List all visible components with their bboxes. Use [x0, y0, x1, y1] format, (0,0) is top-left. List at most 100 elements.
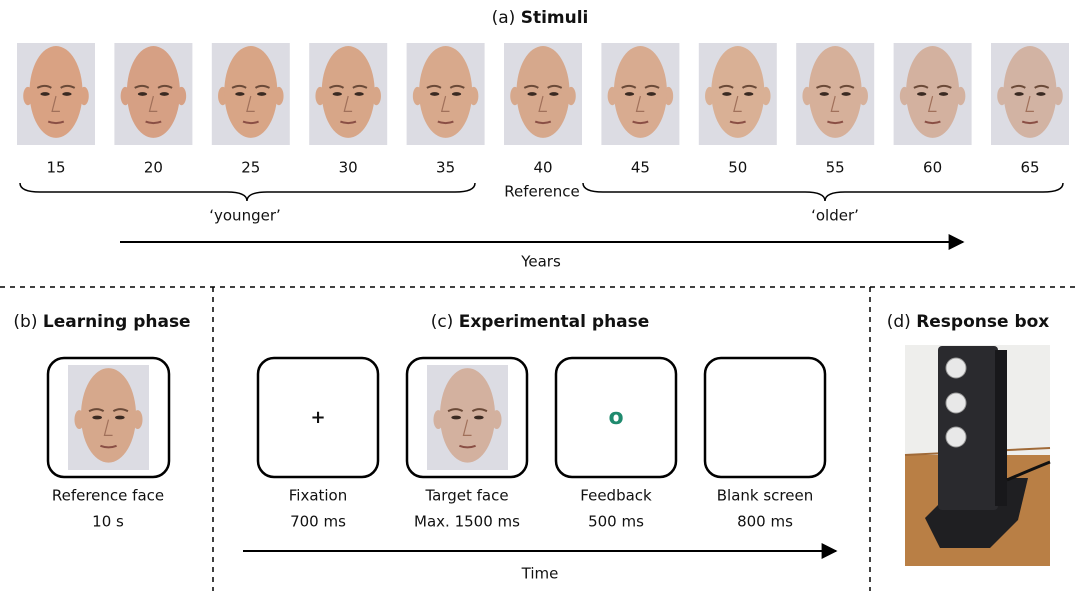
- head: [419, 46, 473, 138]
- nose: [51, 95, 60, 112]
- mouth: [924, 120, 941, 125]
- face-image: [309, 43, 388, 145]
- eye: [40, 92, 50, 96]
- nose: [440, 95, 450, 112]
- face-image: [601, 43, 680, 145]
- head: [29, 46, 83, 138]
- nose: [103, 419, 113, 436]
- brace: [582, 182, 1064, 202]
- mouth: [145, 120, 162, 125]
- brow: [134, 84, 150, 89]
- head: [126, 46, 180, 138]
- brow: [447, 408, 464, 413]
- experimental-title: (c) Experimental phase: [431, 312, 650, 332]
- eye: [646, 92, 656, 96]
- head: [516, 46, 570, 138]
- face-image: [991, 43, 1069, 145]
- older-label: ‘older’: [811, 207, 859, 225]
- age-label: 35: [436, 159, 455, 177]
- brow: [913, 84, 929, 89]
- face-image: [698, 43, 777, 145]
- head: [1003, 46, 1057, 138]
- panel-title: Experimental phase: [459, 312, 650, 332]
- brow: [329, 84, 345, 89]
- brow: [1010, 84, 1026, 89]
- step-duration: 800 ms: [737, 513, 793, 531]
- eye: [137, 92, 148, 96]
- eye: [473, 415, 484, 420]
- mouth: [47, 120, 65, 125]
- mouth: [632, 120, 649, 125]
- age-label: 50: [728, 159, 747, 177]
- eye: [1014, 92, 1024, 96]
- step-name: Feedback: [580, 487, 652, 505]
- head: [906, 46, 960, 138]
- brow: [352, 84, 368, 89]
- panel-title: Response box: [916, 312, 1049, 332]
- brow: [644, 84, 660, 89]
- eye: [92, 415, 103, 420]
- mouth: [459, 444, 476, 449]
- head: [808, 46, 862, 138]
- panel-label: (b): [13, 312, 37, 332]
- eye: [332, 92, 342, 96]
- brow: [231, 84, 247, 89]
- screen: [703, 356, 827, 479]
- eye: [62, 92, 72, 96]
- age-label: 25: [241, 159, 260, 177]
- screen: [554, 356, 678, 479]
- brow: [741, 84, 757, 89]
- brow: [839, 84, 855, 89]
- nose: [538, 95, 547, 112]
- brow: [449, 84, 465, 89]
- step-duration: 500 ms: [588, 513, 644, 531]
- face-image: [211, 43, 290, 145]
- brow: [621, 84, 637, 89]
- screen-symbol: +: [310, 407, 325, 428]
- panel-label: (a): [492, 8, 516, 28]
- nose: [927, 95, 937, 112]
- brow: [471, 408, 488, 413]
- eye: [549, 92, 559, 96]
- age-label: 60: [923, 159, 942, 177]
- learning-title: (b) Learning phase: [13, 312, 190, 332]
- mouth: [340, 120, 357, 125]
- eye: [938, 92, 949, 96]
- duration: 10 s: [92, 513, 124, 531]
- mouth: [729, 120, 746, 125]
- head: [80, 368, 137, 463]
- head: [321, 46, 375, 138]
- eye: [430, 92, 440, 96]
- nose: [343, 95, 353, 112]
- brace: [19, 182, 476, 202]
- eye: [819, 92, 829, 96]
- step-duration: Max. 1500 ms: [414, 513, 520, 531]
- step-name: Target face: [424, 487, 508, 505]
- brow: [254, 84, 270, 89]
- nose: [830, 95, 840, 112]
- age-label: 30: [339, 159, 358, 177]
- screen: [256, 356, 380, 479]
- brow: [547, 84, 563, 89]
- eye: [451, 415, 462, 420]
- brow: [816, 84, 832, 89]
- nose: [246, 95, 255, 112]
- age-label: 65: [1020, 159, 1039, 177]
- face-image: [17, 43, 95, 145]
- head: [224, 46, 278, 138]
- age-label: 40: [533, 159, 552, 177]
- eye: [159, 92, 170, 96]
- step-duration: 700 ms: [290, 513, 346, 531]
- face-image: [406, 43, 485, 145]
- brow: [426, 84, 442, 89]
- eye: [841, 92, 851, 96]
- mouth: [1021, 120, 1039, 125]
- response-title: (d) Response box: [887, 312, 1050, 332]
- panel-label: (d): [887, 312, 911, 332]
- head: [439, 368, 496, 463]
- eye: [744, 92, 754, 96]
- face-image: [427, 365, 508, 470]
- panel-title: Stimuli: [521, 8, 589, 28]
- age-label: 45: [631, 159, 650, 177]
